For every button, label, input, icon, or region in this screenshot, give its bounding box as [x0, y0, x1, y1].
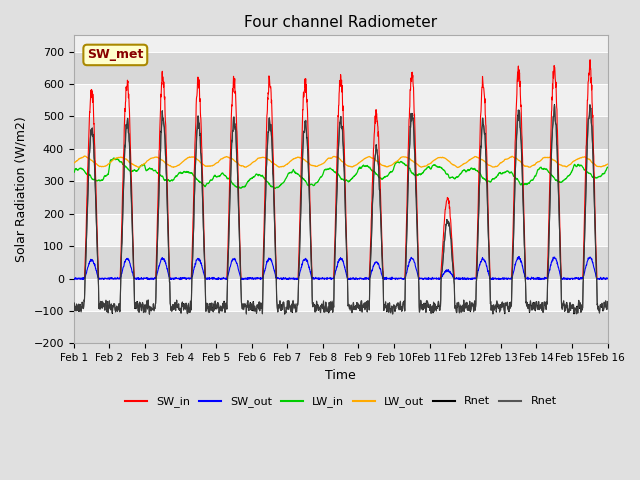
Bar	[74, 117, 607, 149]
Legend: SW_in, SW_out, LW_in, LW_out, Rnet, Rnet: SW_in, SW_out, LW_in, LW_out, Rnet, Rnet	[120, 392, 561, 412]
Y-axis label: Solar Radiation (W/m2): Solar Radiation (W/m2)	[15, 117, 28, 262]
X-axis label: Time: Time	[325, 369, 356, 382]
Bar	[74, 246, 607, 278]
Bar	[74, 311, 607, 344]
Title: Four channel Radiometer: Four channel Radiometer	[244, 15, 437, 30]
Bar	[74, 51, 607, 84]
Text: SW_met: SW_met	[87, 48, 143, 61]
Bar	[74, 181, 607, 214]
